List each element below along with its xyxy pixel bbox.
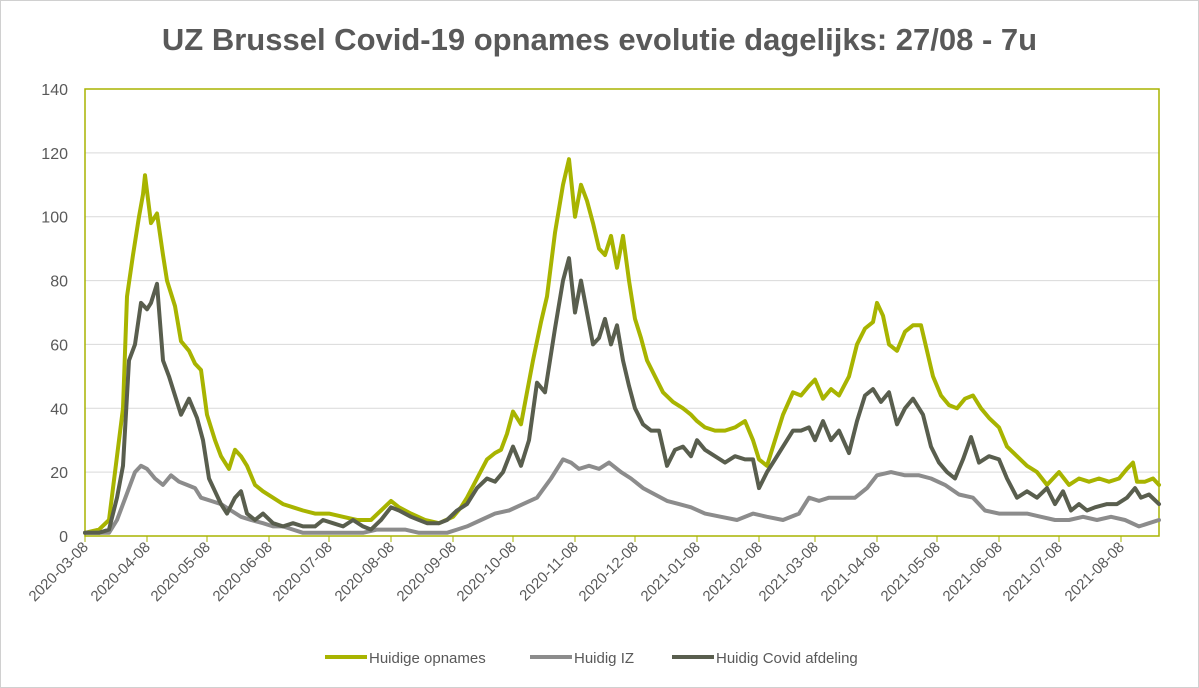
y-tick-label: 0 [59, 529, 68, 546]
x-tick-label: 2020-05-08 [148, 539, 214, 605]
x-tick-label: 2021-08-08 [1062, 539, 1128, 605]
x-tick-label: 2021-01-08 [638, 539, 704, 605]
legend: Huidige opnames Huidig IZ Huidig Covid afd… [325, 650, 858, 667]
y-tick-label: 40 [50, 401, 68, 418]
series-lines [83, 157, 1161, 535]
series-line-0 [83, 157, 1161, 535]
y-tick-label: 120 [41, 146, 68, 163]
x-tick-label: 2020-04-08 [88, 539, 154, 605]
series-line-2 [83, 256, 1161, 535]
legend-label-1: Huidig IZ [574, 650, 634, 667]
x-tick-label: 2020-11-08 [516, 539, 581, 604]
x-tick-label: 2021-04-08 [818, 539, 884, 605]
x-tick-label: 2020-06-08 [210, 539, 276, 605]
x-tick-label: 2020-08-08 [332, 539, 398, 605]
x-tick-label: 2021-03-08 [756, 539, 822, 605]
x-tick-label: 2020-07-08 [270, 539, 336, 605]
y-tick-label: 100 [41, 210, 68, 227]
x-tick-label: 2020-12-08 [576, 539, 642, 605]
y-tick-label: 140 [41, 82, 68, 99]
y-tick-label: 20 [50, 465, 68, 482]
legend-label-2: Huidig Covid afdeling [716, 650, 858, 667]
chart-title: UZ Brussel Covid-19 opnames evolutie dag… [161, 22, 1038, 57]
y-tick-label: 80 [50, 274, 68, 291]
legend-label-0: Huidige opnames [369, 650, 486, 667]
y-tick-label: 60 [50, 337, 68, 354]
x-tick-label: 2021-05-08 [878, 539, 944, 605]
x-tick-label: 2020-10-08 [454, 539, 520, 605]
x-tick-label: 2021-07-08 [1000, 539, 1066, 605]
x-tick-label: 2021-02-08 [700, 539, 766, 605]
x-tick-label: 2020-03-08 [26, 539, 92, 605]
y-axis-ticks: 0 20 40 60 80 100 120 140 [41, 82, 68, 546]
plot-area-border [84, 88, 1160, 537]
x-tick-label: 2021-06-08 [940, 539, 1006, 605]
series-line-1 [83, 457, 1161, 535]
x-tick-label: 2020-09-08 [394, 539, 460, 605]
x-axis-ticks: 2020-03-082020-04-082020-05-082020-06-08… [26, 536, 1128, 605]
